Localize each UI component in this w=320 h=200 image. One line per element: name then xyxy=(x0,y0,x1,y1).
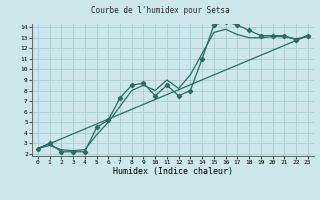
Text: Courbe de l'humidex pour Setsa: Courbe de l'humidex pour Setsa xyxy=(91,6,229,15)
X-axis label: Humidex (Indice chaleur): Humidex (Indice chaleur) xyxy=(113,167,233,176)
